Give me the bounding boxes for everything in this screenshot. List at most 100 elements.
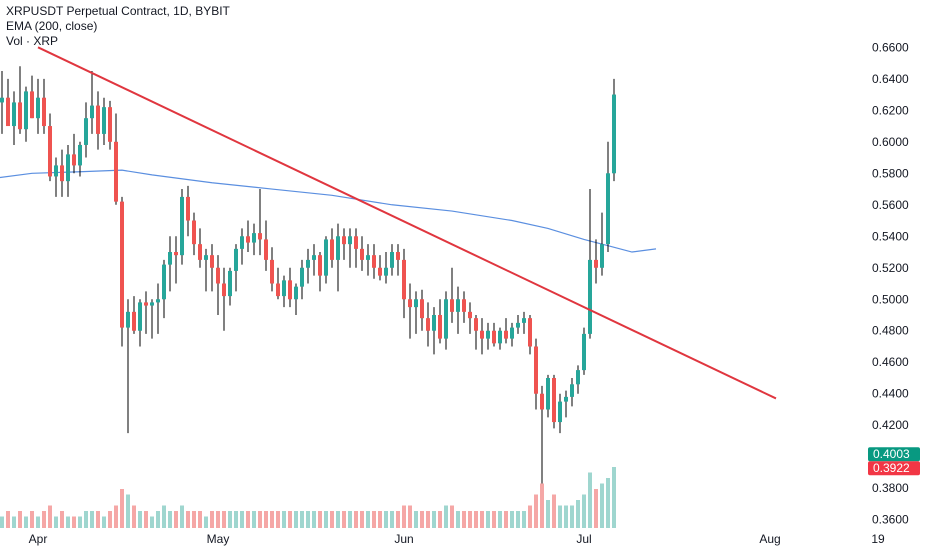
candle-body[interactable]: [90, 105, 94, 119]
candle-body[interactable]: [564, 396, 568, 402]
candle-body[interactable]: [144, 302, 148, 306]
candle-body[interactable]: [234, 248, 238, 271]
candle-body[interactable]: [84, 118, 88, 145]
candle-body[interactable]: [264, 239, 268, 260]
candle-body[interactable]: [396, 252, 400, 260]
candle-body[interactable]: [324, 239, 328, 276]
candle-body[interactable]: [342, 236, 346, 245]
candle-body[interactable]: [42, 97, 46, 127]
candle-body[interactable]: [132, 311, 136, 331]
candle-body[interactable]: [48, 126, 52, 177]
candle-body[interactable]: [300, 267, 304, 287]
candle-body[interactable]: [168, 252, 172, 265]
candle-body[interactable]: [408, 299, 412, 308]
candle-body[interactable]: [240, 236, 244, 249]
candle-body[interactable]: [450, 299, 454, 312]
candle-body[interactable]: [0, 97, 4, 103]
candle-body[interactable]: [414, 299, 418, 308]
candle-body[interactable]: [420, 299, 424, 319]
candle-body[interactable]: [222, 283, 226, 297]
candle-body[interactable]: [504, 330, 508, 339]
candle-body[interactable]: [108, 107, 112, 142]
candle-body[interactable]: [540, 393, 544, 410]
candle-body[interactable]: [354, 236, 358, 249]
candle-body[interactable]: [114, 141, 118, 202]
candle-body[interactable]: [174, 252, 178, 256]
candle-body[interactable]: [72, 154, 76, 166]
candle-body[interactable]: [456, 299, 460, 312]
candle-body[interactable]: [138, 302, 142, 331]
candle-body[interactable]: [276, 283, 280, 297]
candle-body[interactable]: [192, 220, 196, 245]
candle-body[interactable]: [246, 236, 250, 243]
candle-body[interactable]: [180, 196, 184, 256]
candle-body[interactable]: [198, 244, 202, 260]
candle-body[interactable]: [336, 236, 340, 260]
candle-body[interactable]: [516, 322, 520, 328]
candle-body[interactable]: [594, 259, 598, 268]
candle-body[interactable]: [30, 91, 34, 119]
candle-body[interactable]: [312, 255, 316, 260]
candle-body[interactable]: [156, 299, 160, 303]
volume-indicator-label[interactable]: Vol · XRP: [6, 34, 59, 48]
candle-body[interactable]: [372, 255, 376, 268]
candle-body[interactable]: [54, 165, 58, 177]
candle-body[interactable]: [186, 196, 190, 221]
candle-body[interactable]: [606, 173, 610, 245]
candle-body[interactable]: [270, 259, 274, 284]
candle-body[interactable]: [582, 333, 586, 371]
candle-body[interactable]: [384, 267, 388, 276]
candle-body[interactable]: [120, 201, 124, 328]
candle-body[interactable]: [258, 233, 262, 240]
candle-body[interactable]: [216, 267, 220, 284]
candle-body[interactable]: [498, 330, 502, 344]
candle-body[interactable]: [102, 107, 106, 134]
candle-body[interactable]: [24, 91, 28, 130]
candle-body[interactable]: [318, 255, 322, 276]
candle-body[interactable]: [228, 270, 232, 297]
candle-body[interactable]: [600, 244, 604, 268]
candle-body[interactable]: [570, 384, 574, 397]
candle-body[interactable]: [486, 330, 490, 339]
candle-body[interactable]: [150, 302, 154, 306]
candle-body[interactable]: [552, 377, 556, 423]
candle-body[interactable]: [204, 255, 208, 260]
candle-body[interactable]: [576, 370, 580, 385]
candle-body[interactable]: [360, 248, 364, 260]
candle-body[interactable]: [390, 252, 394, 268]
candle-body[interactable]: [282, 280, 286, 297]
candle-body[interactable]: [522, 318, 526, 323]
candle-body[interactable]: [426, 318, 430, 331]
candle-body[interactable]: [444, 299, 448, 339]
candle-body[interactable]: [162, 264, 166, 300]
candle-body[interactable]: [36, 97, 40, 119]
ema-indicator-label[interactable]: EMA (200, close): [6, 19, 98, 33]
candle-body[interactable]: [480, 330, 484, 339]
candle-body[interactable]: [510, 327, 514, 339]
symbol-title[interactable]: XRPUSDT Perpetual Contract, 1D, BYBIT: [6, 4, 230, 18]
candle-body[interactable]: [492, 330, 496, 344]
candle-body[interactable]: [366, 255, 370, 260]
candle-body[interactable]: [588, 259, 592, 334]
candle-body[interactable]: [438, 315, 442, 339]
candle-body[interactable]: [12, 102, 16, 127]
candle-body[interactable]: [78, 144, 82, 166]
candle-body[interactable]: [534, 346, 538, 394]
candle-body[interactable]: [378, 267, 382, 276]
candle-body[interactable]: [432, 315, 436, 331]
candle-body[interactable]: [126, 311, 130, 328]
candle-body[interactable]: [612, 94, 616, 174]
candle-body[interactable]: [462, 299, 466, 312]
candle-body[interactable]: [66, 154, 70, 182]
candle-body[interactable]: [288, 280, 292, 300]
trend-line[interactable]: [37, 46, 777, 400]
candle-body[interactable]: [528, 318, 532, 347]
candle-body[interactable]: [468, 311, 472, 319]
candle-body[interactable]: [210, 255, 214, 268]
candle-body[interactable]: [306, 259, 310, 268]
candle-body[interactable]: [558, 401, 562, 423]
candle-body[interactable]: [546, 377, 550, 410]
candle-body[interactable]: [402, 259, 406, 300]
candle-body[interactable]: [252, 233, 256, 243]
